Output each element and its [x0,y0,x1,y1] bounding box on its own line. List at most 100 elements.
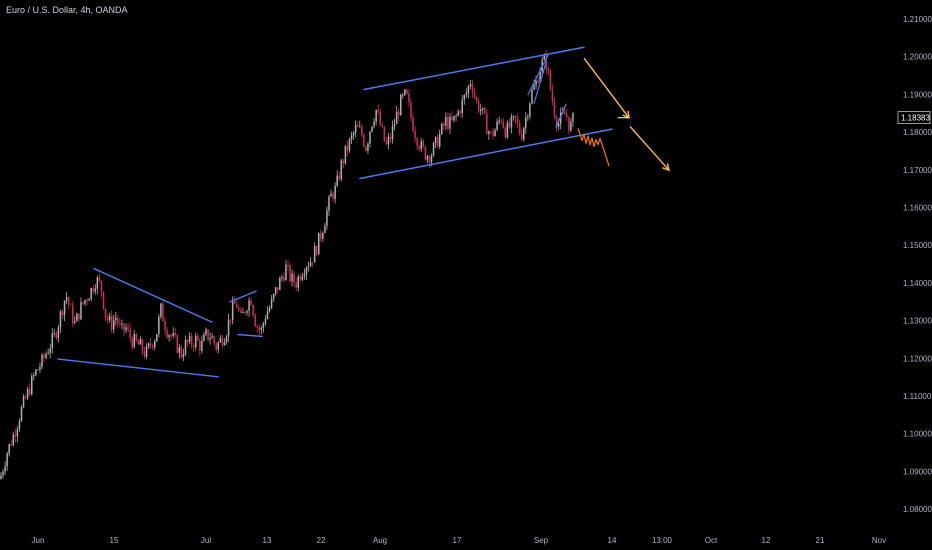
candle [8,443,10,457]
candle-body [477,100,480,112]
candle-body [322,232,324,239]
candle [174,328,176,338]
candle-body [18,421,21,429]
candle [115,311,117,326]
candle-body [223,342,226,346]
candle [525,112,527,134]
x-tick-label: 13:00 [652,536,673,545]
candle [436,134,439,148]
candle [420,137,422,153]
candle [35,368,37,377]
candle-body [215,343,217,350]
candle [299,273,302,282]
y-tick-label: 1.13000 [903,317,932,326]
candle [527,113,529,121]
candle [342,158,345,169]
candle-body [371,126,373,132]
candle [211,333,213,339]
x-tick-label: Aug [373,536,387,545]
price-axis[interactable]: 1.21000 1.20000 1.19000 1.18000 1.17000 1.160… [903,15,932,514]
candle [59,309,62,334]
candle-body [209,338,211,340]
candle [149,338,152,349]
candle-body [84,299,86,304]
candle [311,262,314,267]
inner-flag-line[interactable] [527,54,549,96]
candle-body [8,444,10,454]
candle-body [410,102,412,118]
channel-lower-trendline[interactable] [359,128,613,180]
candle [477,97,480,114]
candle [94,283,97,295]
candle [133,330,135,349]
candle-body [496,121,498,130]
candle-body [373,121,375,127]
candle-body [252,305,254,315]
candle-body [502,121,504,128]
candle-body [82,302,84,304]
flag-upper-trendline[interactable] [229,290,257,303]
candle [28,383,31,396]
candle-body [160,303,162,317]
inner-flag-line[interactable] [533,62,547,105]
time-axis[interactable]: Jun 15 Jul 13 22 Aug 17 Sep 14 13:00 Oct 12 21 Nov [32,536,887,545]
candle-body [12,434,15,446]
candle-body [377,109,379,113]
x-tick-label: Jun [32,536,45,545]
candle [182,348,185,361]
inner-flag-line[interactable] [555,103,567,128]
candle-body [461,99,463,114]
candle-body [533,85,535,90]
candle-body [479,109,482,112]
candle [160,302,162,320]
candle-body [568,116,570,131]
candle-body [90,288,92,299]
candle-body [72,305,74,324]
candle [324,222,326,234]
candle-body [279,278,281,290]
candle [373,118,375,129]
candle [447,112,449,131]
candle-body [151,345,154,348]
candle-body [387,137,390,145]
candle-body [254,314,256,327]
forecast-arrow[interactable] [583,57,630,119]
candle [295,278,297,292]
candle [367,141,369,154]
forecast-arrow[interactable] [629,125,670,172]
triangle-lower-trendline[interactable] [57,358,219,378]
flag-lower-trendline[interactable] [237,333,263,338]
candle [141,338,144,355]
candle [238,305,240,313]
triangle-upper-trendline[interactable] [93,267,213,323]
candle [441,122,443,135]
candle [566,108,568,121]
x-tick-label: Nov [872,536,886,545]
candle [4,461,6,476]
candle [186,338,189,347]
candle-body [86,299,88,301]
candle [428,154,431,169]
candle [254,312,256,327]
channel-upper-trendline[interactable] [363,46,585,91]
candle-body [324,225,326,233]
candle-body [51,333,53,349]
last-price-badge: 1.18383 [897,111,930,124]
candle-body [16,428,19,437]
candle [529,102,531,120]
candle-body [106,317,109,321]
candle-body [500,120,502,122]
candle [549,69,552,92]
candle-body [39,366,41,370]
candle-body [328,196,330,211]
candle-body [14,434,17,437]
candle-body [504,127,507,138]
projection-path[interactable] [577,128,610,167]
y-tick-label: 1.19000 [903,90,932,99]
candle-body [6,453,8,467]
candle [514,115,517,124]
candle-body [418,146,420,150]
candle-body [434,136,437,144]
candle [352,131,355,141]
